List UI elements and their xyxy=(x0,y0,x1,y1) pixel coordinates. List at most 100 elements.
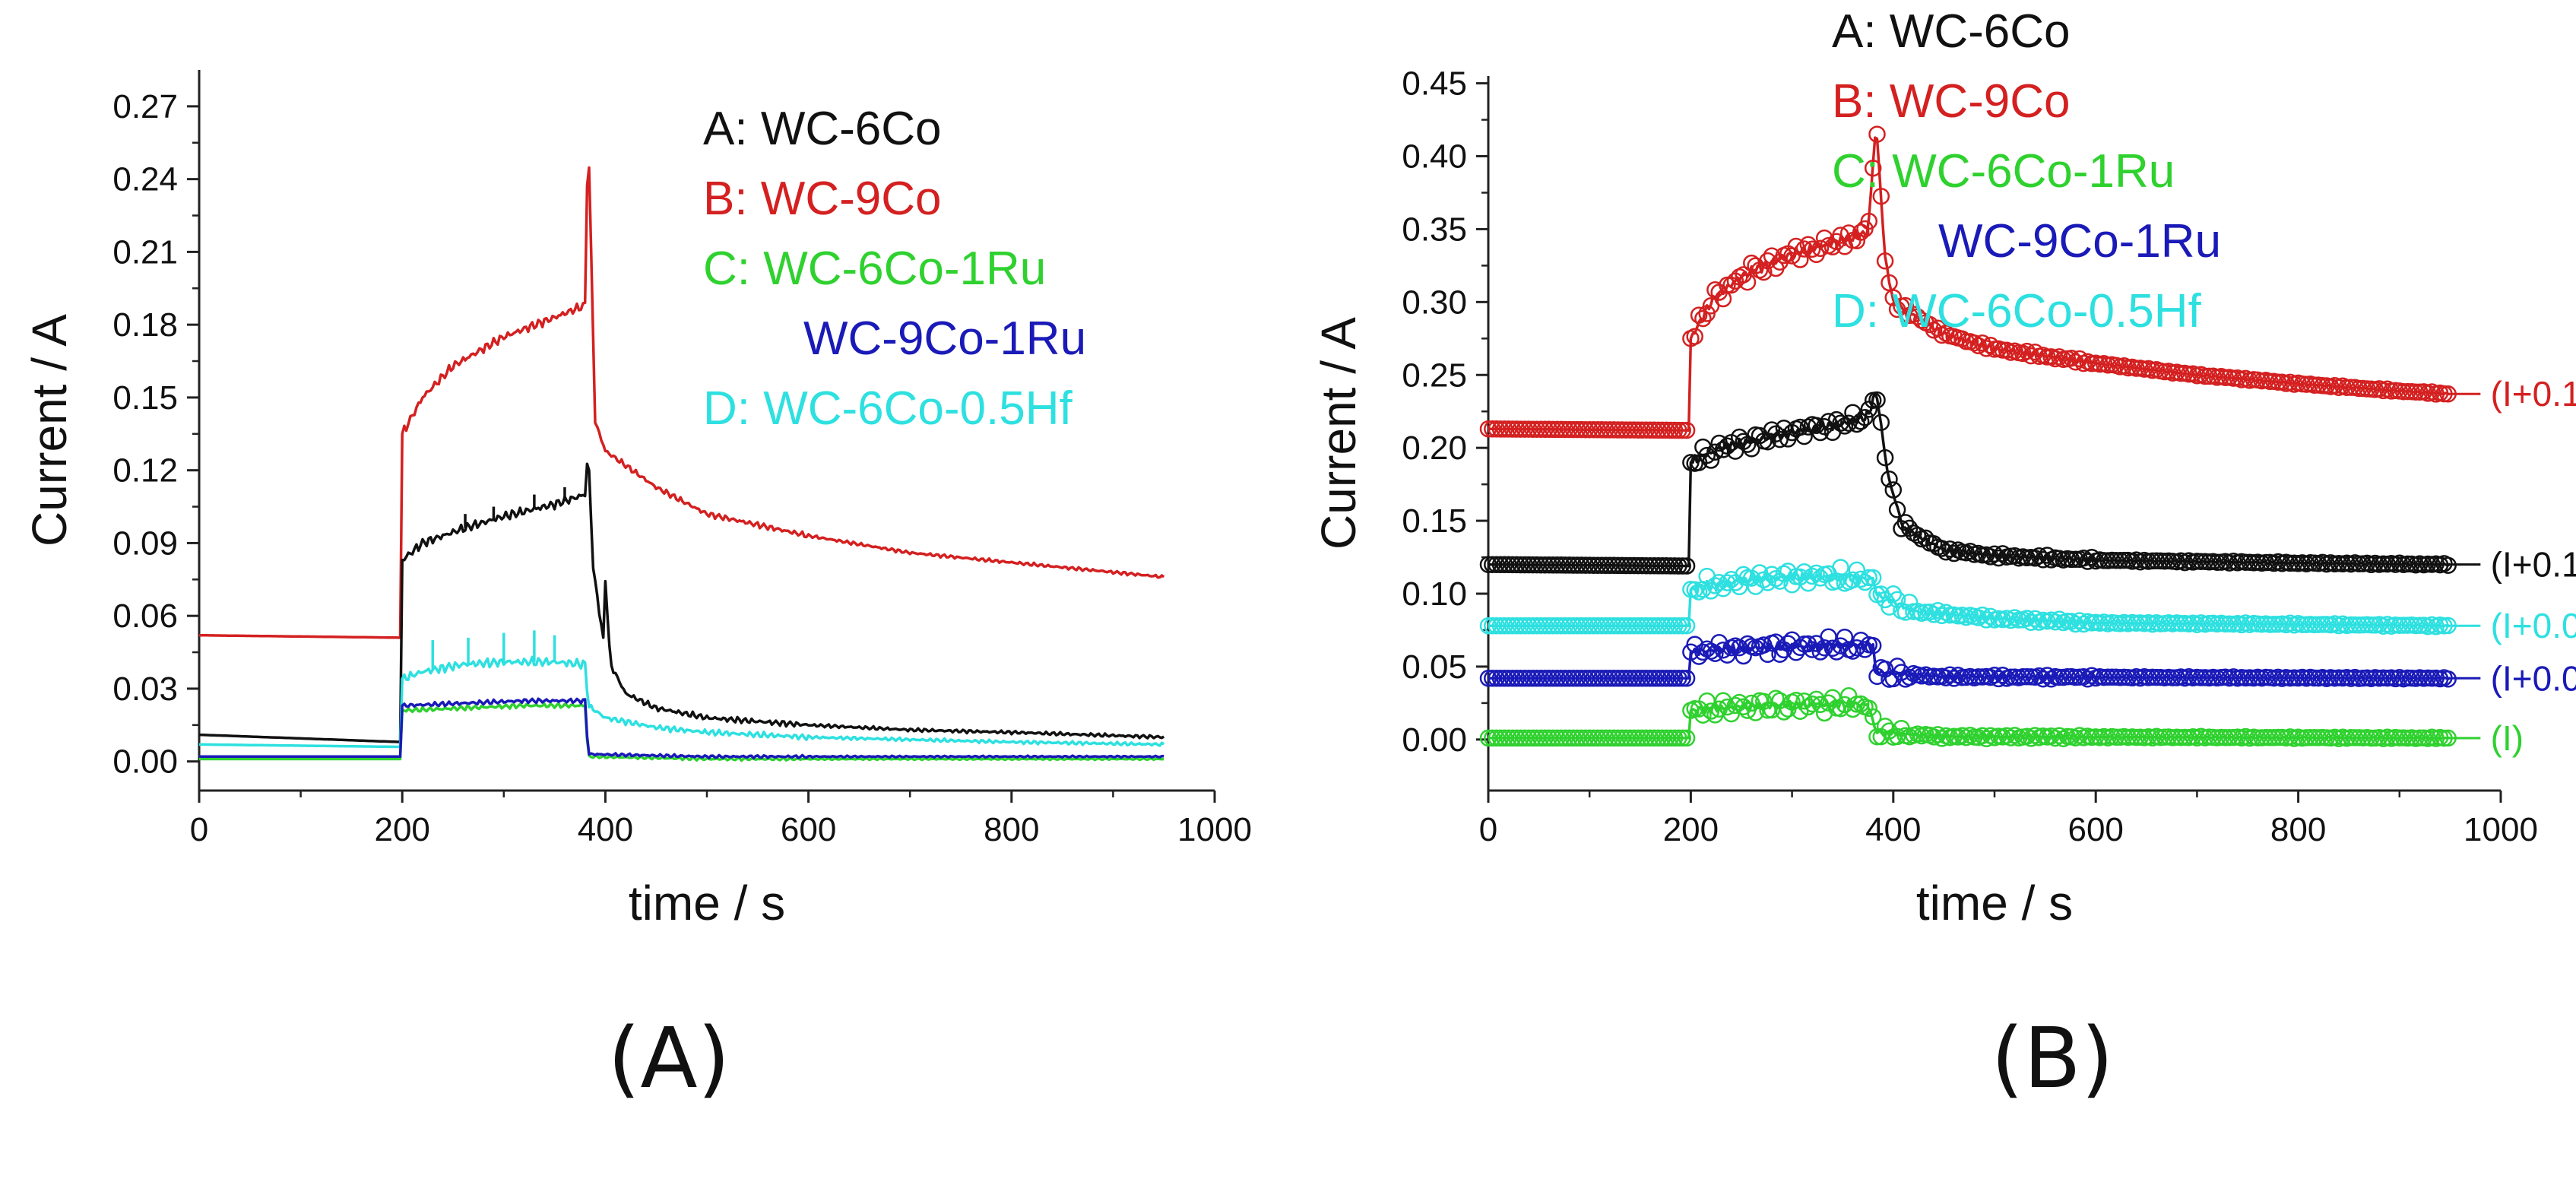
legend-entry: B: WC-9Co xyxy=(1832,75,2070,128)
y-tick-label: 0.15 xyxy=(112,379,178,417)
data-point xyxy=(1564,420,1583,439)
data-point xyxy=(1524,616,1541,635)
data-point xyxy=(1973,727,1991,745)
data-point xyxy=(1585,670,1602,687)
data-point xyxy=(2034,670,2052,688)
data-point xyxy=(1516,420,1534,438)
data-point xyxy=(1792,639,1809,657)
legend-entry: A: WC-6Co xyxy=(1832,5,2070,58)
x-tick-label: 400 xyxy=(1865,811,1921,848)
data-point xyxy=(1621,729,1639,747)
data-point xyxy=(2107,551,2125,569)
data-point xyxy=(1912,312,1931,329)
legend-entry: C: WC-6Co-1Ru xyxy=(1832,145,2175,198)
data-point xyxy=(1503,420,1522,438)
data-point xyxy=(1576,616,1595,635)
series-A xyxy=(1479,391,2457,575)
data-point xyxy=(1516,556,1534,574)
panel-caption: (B) xyxy=(1991,1009,2113,1107)
data-point xyxy=(1625,670,1643,687)
data-point xyxy=(1856,573,1874,591)
data-point xyxy=(1524,670,1541,687)
data-point xyxy=(1876,448,1894,467)
data-point xyxy=(1597,670,1614,687)
y-tick-label: 0.25 xyxy=(1402,357,1467,394)
data-point xyxy=(1576,670,1595,687)
data-point xyxy=(1520,616,1538,635)
data-point xyxy=(1961,543,1979,560)
x-tick-label: 600 xyxy=(2067,811,2123,848)
legend-entry: A: WC-6Co xyxy=(703,103,942,155)
data-point xyxy=(2237,553,2254,571)
data-point xyxy=(1479,670,1497,687)
data-point xyxy=(1929,726,1947,743)
data-point xyxy=(1536,556,1554,574)
data-point xyxy=(1945,544,1963,563)
y-tick-label: 0.09 xyxy=(112,525,178,562)
data-point xyxy=(1488,729,1505,747)
x-tick-label: 0 xyxy=(1479,811,1497,848)
data-point xyxy=(1836,628,1854,646)
data-point xyxy=(1609,670,1627,687)
data-point xyxy=(1589,670,1607,687)
data-point xyxy=(1633,670,1651,687)
data-point xyxy=(1617,670,1635,687)
data-point xyxy=(1649,729,1668,747)
data-point xyxy=(2002,611,2020,629)
data-point xyxy=(2026,610,2044,628)
data-point xyxy=(1585,729,1602,747)
data-point xyxy=(1589,421,1607,439)
data-point xyxy=(2039,667,2056,684)
data-point xyxy=(1552,616,1570,635)
data-point xyxy=(1500,729,1517,747)
data-point xyxy=(1864,708,1882,726)
data-point xyxy=(1573,670,1590,687)
data-point xyxy=(1662,670,1680,687)
data-point xyxy=(1544,670,1562,687)
data-point xyxy=(2026,343,2044,361)
data-point xyxy=(1731,639,1748,657)
data-point xyxy=(1990,670,2007,688)
data-point xyxy=(1528,556,1546,574)
data-point xyxy=(1536,670,1554,687)
data-point xyxy=(1601,556,1619,575)
data-point xyxy=(1617,421,1635,439)
x-tick-label: 1000 xyxy=(1177,811,1252,848)
data-point xyxy=(1937,325,1955,342)
data-point xyxy=(1945,670,1963,687)
data-point xyxy=(2071,350,2089,368)
data-point xyxy=(1937,669,1955,686)
data-point xyxy=(1576,420,1595,439)
data-point xyxy=(2192,669,2210,686)
data-point xyxy=(1702,452,1720,469)
y-tick-label: 0.27 xyxy=(112,88,178,125)
data-point xyxy=(1674,729,1691,747)
data-point xyxy=(1808,690,1825,708)
data-point xyxy=(1532,670,1550,687)
data-point xyxy=(1524,729,1541,747)
x-tick-label: 800 xyxy=(2270,811,2326,848)
data-point xyxy=(1613,421,1631,439)
data-point xyxy=(2192,553,2210,570)
data-point xyxy=(1678,729,1696,747)
y-tick-label: 0.21 xyxy=(112,233,178,271)
data-point xyxy=(1896,604,1915,621)
offset-label: (I+0.07) xyxy=(2491,606,2576,645)
data-point xyxy=(1637,729,1656,747)
data-point xyxy=(1909,526,1927,544)
data-point xyxy=(1491,729,1510,747)
data-point xyxy=(1564,556,1583,574)
data-point xyxy=(2002,729,2020,746)
data-point xyxy=(1743,694,1760,712)
data-point xyxy=(1573,420,1590,439)
data-point xyxy=(2394,382,2413,401)
data-point xyxy=(1609,616,1627,635)
data-point xyxy=(1815,639,1833,657)
data-point xyxy=(2067,729,2084,746)
data-point xyxy=(1953,330,1971,348)
data-point xyxy=(2261,729,2279,746)
data-point xyxy=(1852,570,1870,588)
y-tick-label: 0.05 xyxy=(1402,648,1467,686)
data-point xyxy=(1605,729,1623,747)
y-tick-label: 0.00 xyxy=(1402,721,1467,759)
